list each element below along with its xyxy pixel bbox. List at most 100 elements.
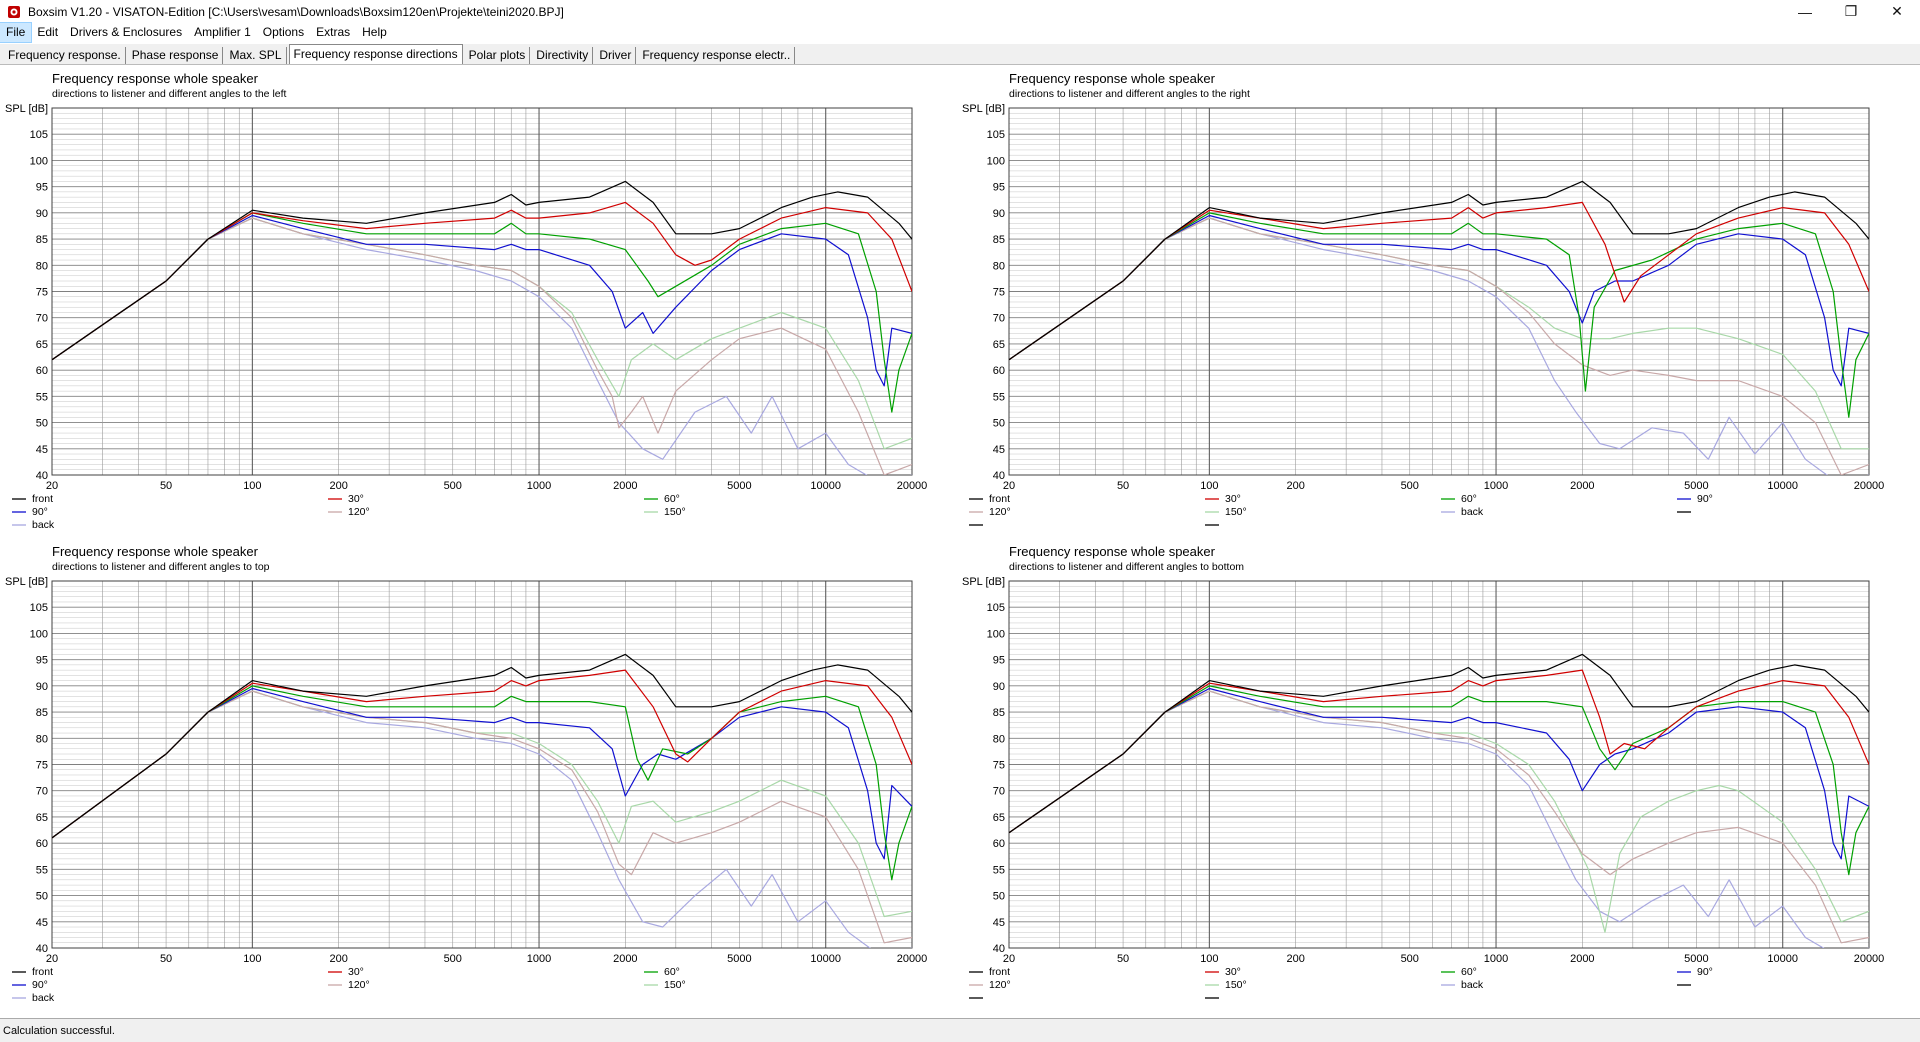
legend-label: 30°	[348, 493, 364, 505]
series-line-back	[1009, 217, 1869, 475]
legend-label: back	[32, 519, 55, 531]
y-tick-label: 75	[36, 760, 48, 772]
legend-label: 30°	[1225, 966, 1241, 978]
charts-canvas: Frequency response whole speaker directio…	[5, 71, 1885, 1004]
y-tick-label: 60	[36, 838, 48, 850]
window-title: Boxsim V1.20 - VISATON-Edition [C:\Users…	[28, 4, 564, 19]
y-axis-label: SPL [dB]	[962, 103, 1005, 115]
legend-label: 60°	[664, 493, 680, 505]
y-tick-label: 45	[36, 444, 48, 456]
y-tick-label: 65	[36, 812, 48, 824]
tab-frequency-response[interactable]: Frequency response.	[4, 47, 126, 64]
series-line-front	[52, 180, 912, 361]
chart-subtitle: directions to listener and different ang…	[1009, 88, 1250, 100]
y-tick-label: 80	[36, 260, 48, 272]
series-group	[52, 653, 912, 948]
menu-edit[interactable]: Edit	[37, 25, 59, 39]
tab-frequency-response-directions[interactable]: Frequency response directions	[288, 44, 463, 64]
legend-label: 150°	[1225, 506, 1247, 518]
y-tick-label: 95	[993, 182, 1005, 194]
x-tick-label: 1000	[527, 480, 551, 492]
legend-label: back	[1461, 979, 1484, 991]
legend-label: 120°	[989, 506, 1011, 518]
series-line-back	[52, 217, 912, 475]
menu-amplifier-1[interactable]: Amplifier 1	[194, 25, 251, 39]
y-tick-label: 105	[987, 602, 1005, 614]
x-tick-label: 50	[1117, 953, 1129, 965]
y-tick-label: 70	[36, 313, 48, 325]
legend: front 30° 60° 90° 120° 150° back	[12, 493, 686, 531]
x-tick-label: 50	[160, 480, 172, 492]
tab-directivity[interactable]: Directivity	[532, 47, 594, 64]
series-group	[1009, 180, 1869, 475]
y-tick-label: 105	[30, 129, 48, 141]
tab-max-spl[interactable]: Max. SPL	[225, 47, 287, 64]
legend-label: 150°	[664, 979, 686, 991]
y-tick-label: 100	[30, 628, 48, 640]
menu-extras[interactable]: Extras	[316, 25, 351, 39]
series-line-90	[52, 687, 912, 860]
x-tick-label: 5000	[1684, 480, 1708, 492]
status-bar: Calculation successful.	[0, 1018, 1920, 1042]
y-tick-label: 40	[36, 470, 48, 482]
minimize-icon[interactable]: —	[1798, 3, 1812, 20]
y-tick-label: 55	[36, 864, 48, 876]
chart-subtitle: directions to listener and different ang…	[1009, 561, 1244, 573]
x-tick-label: 2000	[613, 953, 637, 965]
close-icon[interactable]: ✕	[1891, 3, 1903, 19]
grid	[51, 580, 913, 949]
y-tick-label: 80	[993, 733, 1005, 745]
tab-driver[interactable]: Driver	[595, 47, 637, 64]
menu-options[interactable]: Options	[262, 25, 305, 39]
window-controls: — ❐ ✕	[1782, 0, 1920, 23]
series-line-90	[52, 214, 912, 387]
tab-phase-response[interactable]: Phase response	[128, 47, 224, 64]
legend-label: 30°	[1225, 493, 1241, 505]
title-bar: Boxsim V1.20 - VISATON-Edition [C:\Users…	[0, 0, 1920, 23]
series-line-60	[52, 212, 912, 413]
x-tick-label: 200	[1286, 953, 1304, 965]
y-tick-label: 50	[993, 891, 1005, 903]
legend-label: 90°	[1697, 966, 1713, 978]
series-line-60	[1009, 212, 1869, 418]
series-group	[1009, 653, 1869, 948]
tab-polar-plots[interactable]: Polar plots	[465, 47, 531, 64]
x-tick-label: 20000	[1854, 953, 1885, 965]
y-tick-label: 65	[993, 812, 1005, 824]
x-tick-label: 10000	[810, 953, 841, 965]
y-tick-label: 95	[36, 655, 48, 667]
y-tick-label: 80	[36, 733, 48, 745]
x-tick-label: 100	[1200, 953, 1218, 965]
legend: front 30° 60° 90° 120° 150° back	[969, 493, 1713, 526]
menu-file[interactable]: File	[0, 22, 33, 43]
grid	[1008, 107, 1870, 476]
legend-label: back	[1461, 506, 1484, 518]
tab-frequency-response-electrical[interactable]: Frequency response electr..	[638, 47, 796, 64]
series-line-150	[52, 690, 912, 918]
legend-label: front	[989, 493, 1010, 505]
maximize-icon[interactable]: ❐	[1844, 3, 1858, 19]
x-tick-label: 20000	[897, 953, 928, 965]
x-tick-label: 50	[160, 953, 172, 965]
y-tick-label: 85	[36, 707, 48, 719]
legend-label: front	[32, 966, 53, 978]
x-tick-label: 50	[1117, 480, 1129, 492]
x-tick-label: 1000	[1484, 480, 1508, 492]
menu-help[interactable]: Help	[362, 25, 387, 39]
x-tick-label: 20	[1003, 953, 1015, 965]
x-tick-label: 10000	[1767, 953, 1798, 965]
legend-label: 150°	[664, 506, 686, 518]
y-tick-label: 105	[987, 129, 1005, 141]
chart-4: Frequency response whole speaker directio…	[962, 544, 1885, 999]
legend-label: 60°	[1461, 493, 1477, 505]
chart-title: Frequency response whole speaker	[52, 544, 259, 559]
y-tick-label: 80	[993, 260, 1005, 272]
x-tick-label: 20	[1003, 480, 1015, 492]
menu-drivers-enclosures[interactable]: Drivers & Enclosures	[70, 25, 183, 39]
x-tick-label: 500	[1401, 480, 1419, 492]
chart-3: Frequency response whole speaker directio…	[5, 544, 927, 1004]
series-line-90	[1009, 687, 1869, 860]
x-tick-label: 20	[46, 480, 58, 492]
legend-label: 90°	[1697, 493, 1713, 505]
y-tick-label: 70	[993, 786, 1005, 798]
